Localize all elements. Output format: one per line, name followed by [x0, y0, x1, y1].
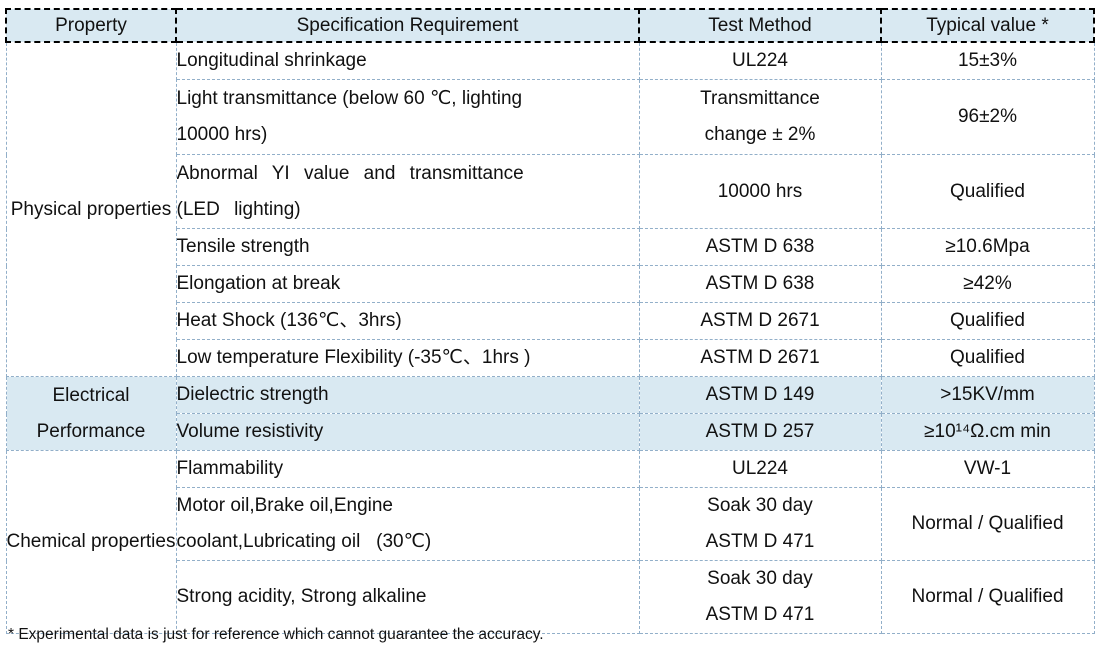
cell-test: Transmittance change ± 2% — [638, 79, 882, 155]
cell-spec: Tensile strength — [175, 228, 640, 266]
cell-spec: Longitudinal shrinkage — [175, 41, 640, 80]
table-row: Motor oil,Brake oil,Engine coolant,Lubri… — [6, 487, 1095, 561]
cell-test: ASTM D 2671 — [638, 302, 882, 340]
table-row: Strong acidity, Strong alkaline Soak 30 … — [6, 560, 1095, 634]
table-row: Abnormal YI value and transmittance (LED… — [6, 154, 1095, 229]
cell-value: Normal / Qualified — [880, 560, 1095, 634]
cell-spec: Flammability — [175, 450, 640, 488]
header-spec-requirement: Specification Requirement — [175, 8, 640, 43]
table-row: Electrical Performance Dielectric streng… — [5, 376, 1095, 451]
group-physical-properties: Physical properties — [5, 41, 177, 377]
cell-spec: Volume resistivity — [175, 413, 640, 451]
cell-spec: Motor oil,Brake oil,Engine coolant,Lubri… — [175, 487, 640, 561]
table-row: Light transmittance (below 60 ℃, lightin… — [6, 79, 1095, 155]
specification-table: Property Specification Requirement Test … — [5, 8, 1095, 634]
cell-test: UL224 — [638, 41, 882, 80]
header-test-method: Test Method — [638, 8, 882, 43]
cell-test: ASTM D 257 — [638, 413, 882, 451]
header-property: Property — [5, 8, 177, 43]
header-row: Property Specification Requirement Test … — [5, 8, 1095, 43]
cell-spec: Heat Shock (136℃、3hrs) — [175, 302, 640, 340]
cell-spec: Strong acidity, Strong alkaline — [175, 560, 640, 634]
header-typical-value: Typical value * — [880, 8, 1095, 43]
cell-value: Normal / Qualified — [880, 487, 1095, 561]
cell-value: Qualified — [880, 302, 1095, 340]
cell-value: >15KV/mm — [880, 376, 1095, 414]
cell-spec: Abnormal YI value and transmittance (LED… — [175, 154, 640, 229]
cell-test: Soak 30 day ASTM D 471 — [638, 487, 882, 561]
cell-value: VW-1 — [880, 450, 1095, 488]
cell-test: UL224 — [638, 450, 882, 488]
table-row: Elongation at break ASTM D 638 ≥42% — [6, 265, 1095, 303]
group-chemical-properties: Chemical properties — [5, 450, 177, 634]
footnote-text: * Experimental data is just for referenc… — [8, 626, 544, 643]
cell-test: ASTM D 149 — [638, 376, 882, 414]
cell-value: 96±2% — [880, 79, 1095, 155]
group-electrical-performance: Electrical Performance — [5, 376, 177, 451]
cell-value: ≥10.6Mpa — [880, 228, 1095, 266]
cell-value: Qualified — [880, 154, 1095, 229]
cell-spec: Elongation at break — [175, 265, 640, 303]
table-row: Tensile strength ASTM D 638 ≥10.6Mpa — [6, 228, 1095, 266]
cell-test: ASTM D 638 — [638, 265, 882, 303]
table-row: Low temperature Flexibility (-35℃、1hrs )… — [6, 339, 1095, 377]
cell-spec: Low temperature Flexibility (-35℃、1hrs ) — [175, 339, 640, 377]
cell-spec: Light transmittance (below 60 ℃, lightin… — [175, 79, 640, 155]
table-row: Physical properties Longitudinal shrinka… — [5, 41, 1095, 377]
cell-value: ≥42% — [880, 265, 1095, 303]
cell-value: Qualified — [880, 339, 1095, 377]
table-row: Heat Shock (136℃、3hrs) ASTM D 2671 Quali… — [6, 302, 1095, 340]
cell-test: 10000 hrs — [638, 154, 882, 229]
cell-test: Soak 30 day ASTM D 471 — [638, 560, 882, 634]
table-row: Volume resistivity ASTM D 257 ≥10¹⁴Ω.cm … — [6, 413, 1095, 451]
table-row: Chemical properties Flammability UL224 V… — [5, 450, 1095, 634]
cell-value: ≥10¹⁴Ω.cm min — [880, 413, 1095, 451]
cell-test: ASTM D 2671 — [638, 339, 882, 377]
cell-test: ASTM D 638 — [638, 228, 882, 266]
cell-value: 15±3% — [880, 41, 1095, 80]
cell-spec: Dielectric strength — [175, 376, 640, 414]
